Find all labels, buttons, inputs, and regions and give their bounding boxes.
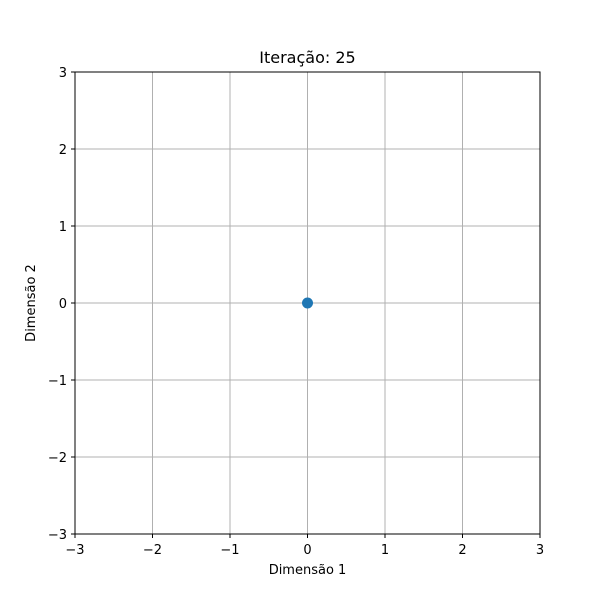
x-tick-label: −2 <box>143 543 162 558</box>
y-tick-label: 1 <box>59 220 67 235</box>
y-tick-label: −2 <box>48 451 67 466</box>
y-tick-label: 3 <box>59 66 67 81</box>
y-tick-label: −3 <box>48 528 67 543</box>
x-tick-label: 3 <box>536 543 544 558</box>
data-point <box>302 297 313 309</box>
y-tick-label: −1 <box>48 374 67 389</box>
y-tick-label: 0 <box>59 297 67 312</box>
x-tick-label: 1 <box>381 543 389 558</box>
x-axis-label: Dimensão 1 <box>269 563 347 578</box>
axis-ticks <box>71 71 541 538</box>
chart-title: Iteração: 25 <box>259 48 355 67</box>
x-tick-labels: −3 −2 −1 0 1 2 3 <box>65 543 544 558</box>
x-tick-label: −1 <box>220 543 239 558</box>
y-tick-label: 2 <box>59 143 67 158</box>
x-tick-label: 0 <box>303 543 311 558</box>
x-tick-label: 2 <box>458 543 466 558</box>
y-axis-label: Dimensão 2 <box>24 264 39 342</box>
y-tick-labels: −3 −2 −1 0 1 2 3 <box>48 66 67 543</box>
data-points <box>302 297 313 309</box>
x-tick-label: −3 <box>65 543 84 558</box>
